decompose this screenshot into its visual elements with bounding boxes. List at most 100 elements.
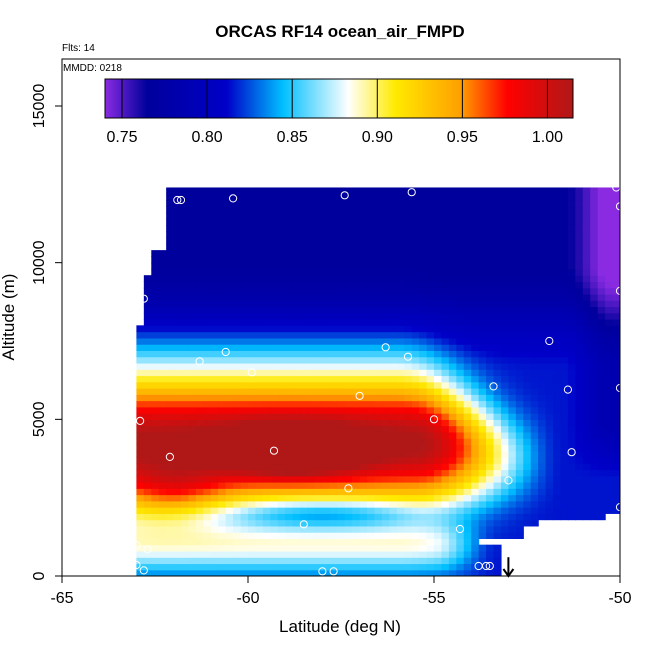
x-axis: -65 -60 -55 -50 bbox=[50, 576, 632, 607]
heat-cell bbox=[419, 494, 428, 502]
heat-cell bbox=[255, 350, 264, 358]
heat-cell bbox=[188, 231, 197, 239]
heat-cell bbox=[404, 419, 413, 427]
heat-cell bbox=[233, 394, 242, 402]
heat-cell bbox=[500, 519, 509, 527]
heat-cell bbox=[262, 557, 271, 565]
heat-cell bbox=[173, 381, 182, 389]
heat-cell bbox=[188, 557, 197, 565]
heat-cell bbox=[359, 494, 368, 502]
heat-cell bbox=[463, 475, 472, 483]
heat-cell bbox=[419, 475, 428, 483]
heat-cell bbox=[166, 331, 175, 339]
heat-cell bbox=[337, 550, 346, 558]
heat-cell bbox=[285, 200, 294, 207]
heat-cell bbox=[426, 425, 435, 433]
heat-cell bbox=[389, 519, 398, 527]
heat-cell bbox=[553, 319, 562, 326]
heat-cell bbox=[255, 438, 264, 445]
heat-cell bbox=[404, 569, 413, 576]
heat-cell bbox=[404, 237, 413, 245]
heat-cell bbox=[560, 237, 569, 245]
heat-cell bbox=[173, 306, 182, 314]
heat-cell bbox=[181, 337, 190, 345]
heat-cell bbox=[225, 212, 234, 220]
heat-cell bbox=[612, 500, 620, 508]
heat-cell bbox=[486, 243, 495, 251]
heat-cell bbox=[538, 400, 547, 408]
heat-cell bbox=[523, 456, 532, 464]
heat-cell bbox=[426, 469, 435, 477]
heat-cell bbox=[530, 519, 539, 527]
heat-cell bbox=[136, 431, 145, 439]
heat-cell bbox=[322, 350, 331, 358]
heat-cell bbox=[337, 425, 346, 433]
flight-point bbox=[176, 195, 186, 205]
heat-cell bbox=[329, 494, 338, 502]
heat-cell bbox=[248, 200, 257, 207]
heat-cell bbox=[463, 281, 472, 289]
heat-cell bbox=[374, 519, 383, 527]
heat-cell bbox=[441, 463, 450, 471]
heat-cell bbox=[344, 287, 353, 295]
heat-cell bbox=[404, 538, 413, 546]
heat-cell bbox=[500, 331, 509, 339]
heat-cell bbox=[500, 356, 509, 364]
heat-cell bbox=[181, 362, 190, 370]
heat-cell bbox=[262, 400, 271, 408]
heat-cell bbox=[270, 206, 279, 214]
heat-cell bbox=[181, 375, 190, 383]
heat-cell bbox=[367, 500, 376, 508]
heat-cell bbox=[426, 519, 435, 527]
heat-cell bbox=[605, 319, 614, 326]
heat-cell bbox=[553, 225, 562, 232]
heat-cell bbox=[530, 463, 539, 471]
heat-cell bbox=[300, 525, 309, 533]
heat-cell bbox=[612, 375, 620, 383]
heat-cell bbox=[567, 456, 576, 464]
heat-cell bbox=[158, 475, 167, 483]
heat-cell bbox=[553, 281, 562, 289]
heat-cell bbox=[322, 456, 331, 464]
heat-cell bbox=[314, 413, 323, 420]
heat-cell bbox=[411, 413, 420, 420]
heat-cell bbox=[389, 369, 398, 377]
heat-cell bbox=[277, 438, 286, 445]
heat-cell bbox=[396, 287, 405, 295]
heat-cell bbox=[478, 331, 487, 339]
heat-cell bbox=[329, 519, 338, 527]
colorbar-tick-label: 0.90 bbox=[362, 129, 393, 146]
heat-cell bbox=[486, 275, 495, 283]
heat-cell bbox=[434, 350, 443, 358]
heat-cell bbox=[411, 544, 420, 552]
heat-cell bbox=[612, 482, 620, 489]
heat-cell bbox=[523, 262, 532, 270]
heat-cell bbox=[337, 488, 346, 496]
heat-cell bbox=[277, 532, 286, 539]
heat-cell bbox=[486, 450, 495, 458]
heat-cell bbox=[582, 375, 591, 383]
heat-cell bbox=[203, 250, 212, 257]
heat-cell bbox=[277, 431, 286, 439]
heat-cell bbox=[240, 212, 249, 220]
heat-cell bbox=[218, 388, 227, 395]
heat-cell bbox=[560, 312, 569, 320]
heat-cell bbox=[210, 231, 219, 239]
heat-cell bbox=[307, 425, 316, 433]
heat-cell bbox=[545, 350, 554, 358]
heat-cell bbox=[314, 225, 323, 232]
heat-cell bbox=[181, 206, 190, 214]
heat-cell bbox=[448, 275, 457, 283]
heat-cell bbox=[181, 388, 190, 395]
heat-cell bbox=[300, 425, 309, 433]
heat-cell bbox=[500, 482, 509, 489]
heat-cell bbox=[612, 356, 620, 364]
heat-cell bbox=[411, 237, 420, 245]
heat-cell bbox=[523, 482, 532, 489]
heat-cell bbox=[508, 300, 517, 308]
heat-cell bbox=[262, 294, 271, 301]
heat-cell bbox=[530, 287, 539, 295]
heat-cell bbox=[538, 225, 547, 232]
heat-cell bbox=[597, 225, 606, 232]
heat-cell bbox=[277, 425, 286, 433]
